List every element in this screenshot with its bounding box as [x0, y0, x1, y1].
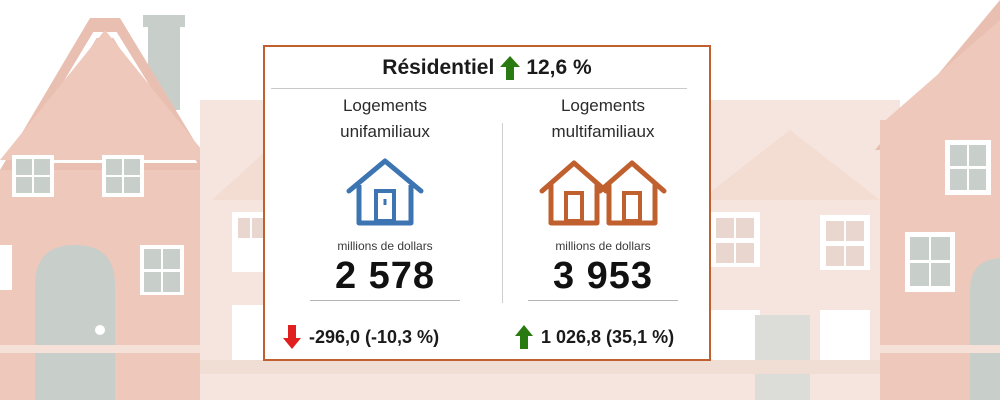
multi-family-title: Logements multifamiliaux	[503, 93, 703, 145]
header-change: 12,6 %	[526, 56, 592, 79]
residential-header: Résidentiel 12,6 %	[265, 47, 709, 89]
multi-family-units: millions de dollars	[555, 239, 651, 253]
single-family-title-line2: unifamiliaux	[340, 122, 430, 141]
double-house-icon	[539, 160, 667, 226]
single-family-title: Logements unifamiliaux	[285, 93, 485, 145]
up-arrow-icon	[515, 325, 533, 349]
single-family-change: -296,0 (-10,3 %)	[283, 325, 439, 349]
single-family-value-underline	[310, 300, 460, 301]
multi-family-value: 3 953	[552, 255, 654, 297]
header-divider	[271, 88, 687, 89]
header-title: Résidentiel	[382, 56, 495, 79]
up-arrow-icon	[500, 56, 521, 80]
multi-family-change: 1 026,8 (35,1 %)	[515, 325, 674, 349]
multi-family-title-line1: Logements	[560, 96, 646, 115]
multi-family-value-underline	[528, 300, 678, 301]
single-family-column: Logements unifamiliaux millions de dolla…	[285, 93, 485, 301]
multi-family-title-line2: multifamiliaux	[551, 122, 655, 141]
single-family-change-text: -296,0 (-10,3 %)	[309, 326, 440, 347]
single-family-title-line1: Logements	[342, 96, 428, 115]
column-divider	[502, 123, 503, 303]
single-family-value: 2 578	[334, 255, 436, 297]
residential-summary-card: Résidentiel 12,6 % Logements unifamiliau…	[263, 45, 711, 361]
house-icon	[346, 158, 424, 226]
single-family-units: millions de dollars	[337, 239, 433, 253]
multi-family-column: Logements multifamiliaux millions de dol…	[503, 93, 703, 301]
multi-family-change-text: 1 026,8 (35,1 %)	[541, 326, 675, 347]
down-arrow-icon	[283, 325, 301, 349]
